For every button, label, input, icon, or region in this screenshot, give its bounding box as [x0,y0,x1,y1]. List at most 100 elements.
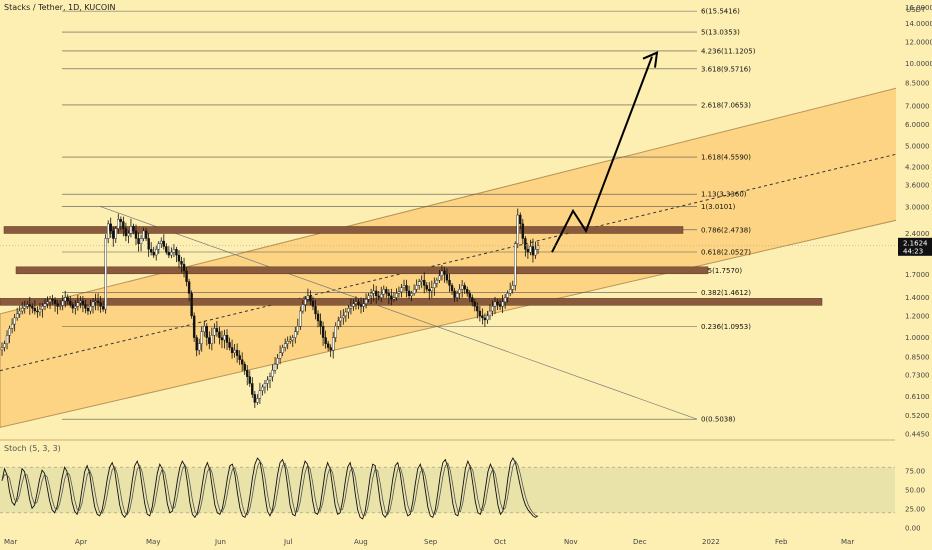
candle-body [41,306,44,310]
candle-body [228,342,231,348]
candle-body [531,246,535,256]
stoch-tick-label: 0.00 [905,525,921,533]
candle-body [215,328,219,332]
candle-body [172,249,176,253]
candle-body [246,370,249,377]
candle-body [33,308,37,312]
price-tick-label: 1.0000 [905,334,930,342]
candle-body [435,279,439,284]
candle-body [347,308,350,313]
candle-body [182,264,186,272]
candle-body [230,347,234,353]
candle-body [417,281,421,286]
candle-body [463,285,466,290]
fib-level-label: 0.382(1.4612) [701,289,751,297]
candle-body [498,304,502,307]
candle-body [283,343,287,348]
candle-body [289,339,292,342]
candle-body [506,293,509,298]
symbol-label: Stacks / Tether, 1D, KUCOIN [4,3,116,12]
candle-body [185,270,188,282]
candle-body [273,363,277,371]
time-tick-label: Oct [494,538,506,546]
candle-body [468,293,471,298]
candle-body [405,285,408,292]
candle-body [354,301,358,304]
candle-body [440,270,444,277]
candle-body [382,289,385,295]
candle-body [453,290,456,298]
candle-body [364,299,368,304]
candle-body [460,285,464,290]
candle-body [412,289,416,294]
candle-body [278,352,282,359]
candle-body [99,302,102,307]
candle-body [478,310,482,317]
candle-body [362,303,365,307]
time-tick-label: Nov [564,538,578,546]
candle-body [415,285,418,290]
candle-body [536,245,540,250]
candle-body [342,315,345,319]
candle-body [316,313,320,322]
zone-bar [0,298,823,306]
candle-body [516,214,519,244]
stoch-band [0,467,895,513]
candle-body [3,343,6,348]
candle-body [377,295,380,298]
candle-body [258,390,262,399]
candle-body [167,251,171,256]
candle-body [94,300,97,303]
candle-body [395,293,398,298]
candle-body [190,293,193,317]
candle-body [503,297,507,303]
candle-body [329,347,332,351]
candle-body [253,394,257,403]
candle-body [476,306,479,312]
candle-body [175,249,178,256]
fib-level-label: 2.618(7.0653) [701,101,751,109]
candle-body [519,214,522,225]
candle-body [152,251,155,256]
candle-body [192,315,196,338]
candle-body [311,300,315,307]
candle-body [443,270,446,275]
candle-body [51,299,54,301]
candle-body [271,370,274,377]
fib-level-label: 1(3.0101) [701,203,736,211]
candle-body [256,398,259,403]
price-tick-label: 3.6000 [905,182,930,190]
candle-body [524,238,527,250]
candle-body [402,285,406,288]
stoch-tick-label: 25.00 [905,506,925,514]
projection-arrow [551,51,659,253]
time-tick-label: Mar [4,538,17,546]
candle-body [157,243,160,250]
fib-extension-levels: 6(15.5416) 5(13.0353) 4.236(11.1205) 3.618(… [62,8,756,424]
candle-body [15,313,19,319]
candle-body [261,386,264,391]
fib-level-label: 5(13.0353) [701,29,740,37]
candle-body [387,293,391,297]
candle-body [53,299,57,304]
candle-body [286,340,289,344]
candle-body [96,300,100,303]
candle-body [8,328,11,336]
fib-level-label: 0.5(1.7570) [701,267,742,275]
zone-bar [15,266,709,275]
price-tick-label: 14.0000 [905,20,932,28]
candle-body [127,233,130,237]
candle-body [420,279,423,282]
price-tick-label: 10.0000 [905,60,932,68]
candle-body [117,219,120,229]
stoch-k-line [1,457,539,520]
candle-body [357,301,360,305]
candle-body [119,219,123,222]
candle-body [397,291,401,294]
candle-body [425,285,428,290]
candle-body [428,289,431,292]
candle-body [466,289,469,294]
candle-body [450,285,454,292]
